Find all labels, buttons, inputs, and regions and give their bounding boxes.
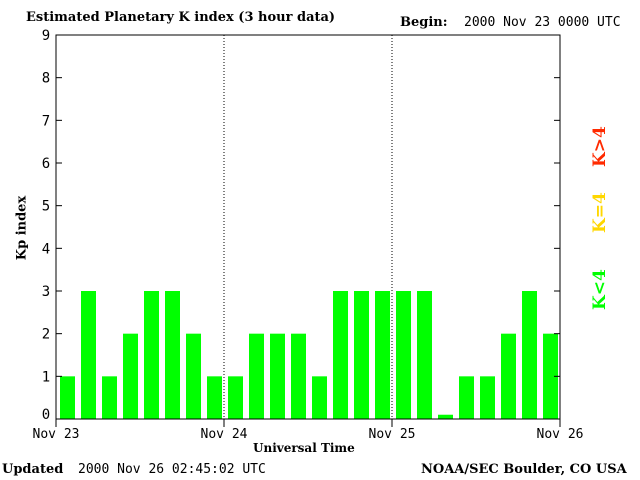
y-tick-label-7: 7 <box>42 113 50 129</box>
bar-19 <box>459 376 474 419</box>
bar-18 <box>438 414 453 419</box>
updated-label: Updated <box>2 462 64 477</box>
bar-6 <box>186 333 201 419</box>
bar-12 <box>312 376 327 419</box>
x-tick-label-0: Nov 23 <box>33 427 80 442</box>
bar-17 <box>417 291 432 419</box>
chart-title: Estimated Planetary K index (3 hour data… <box>26 10 336 25</box>
y-tick-label-5: 5 <box>42 199 50 215</box>
bar-16 <box>396 291 411 419</box>
legend-k-above-4: K>4 <box>590 126 610 167</box>
y-axis-label: Kp index <box>14 195 30 261</box>
y-tick-label-4: 4 <box>42 241 50 257</box>
bar-20 <box>480 376 495 419</box>
y-tick-label-6: 6 <box>42 156 50 172</box>
y-tick-label-1: 1 <box>42 369 50 385</box>
bar-3 <box>123 333 138 419</box>
bar-5 <box>165 291 180 419</box>
bar-0 <box>60 376 75 419</box>
y-tick-label-3: 3 <box>42 284 50 300</box>
bar-7 <box>207 376 222 419</box>
bar-10 <box>270 333 285 419</box>
credit-text: NOAA/SEC Boulder, CO USA <box>421 462 627 477</box>
bar-22 <box>522 291 537 419</box>
y-tick-label-0: 0 <box>42 407 50 423</box>
x-tick-label-1: Nov 24 <box>201 427 248 442</box>
begin-value: 2000 Nov 23 0000 UTC <box>464 15 621 30</box>
plot-frame <box>55 34 561 420</box>
bar-4 <box>144 291 159 419</box>
x-axis: Nov 23 Nov 24 Nov 25 Nov 26 <box>33 419 584 442</box>
bar-21 <box>501 333 516 419</box>
x-tick-label-2: Nov 25 <box>369 427 416 442</box>
legend-k-equal-4: K=4 <box>590 192 610 233</box>
bar-14 <box>354 291 369 419</box>
y-tick-label-8: 8 <box>42 71 50 87</box>
y-axis: 0 1 2 3 4 5 6 7 8 9 <box>42 28 560 423</box>
bar-8 <box>228 376 243 419</box>
bar-13 <box>333 291 348 419</box>
begin-label: Begin: <box>400 15 448 30</box>
bar-2 <box>102 376 117 419</box>
legend-k-below-4: K<4 <box>590 269 610 310</box>
bar-1 <box>81 291 96 419</box>
x-tick-label-3: Nov 26 <box>537 427 584 442</box>
bar-23 <box>543 333 558 419</box>
bar-11 <box>291 333 306 419</box>
bars-group <box>60 291 558 419</box>
bar-15 <box>375 291 390 419</box>
y-tick-label-9: 9 <box>42 28 50 44</box>
updated-value: 2000 Nov 26 02:45:02 UTC <box>78 462 266 477</box>
y-tick-label-2: 2 <box>42 327 50 343</box>
day-dividers <box>223 35 393 419</box>
bar-9 <box>249 333 264 419</box>
x-axis-label: Universal Time <box>253 441 355 455</box>
